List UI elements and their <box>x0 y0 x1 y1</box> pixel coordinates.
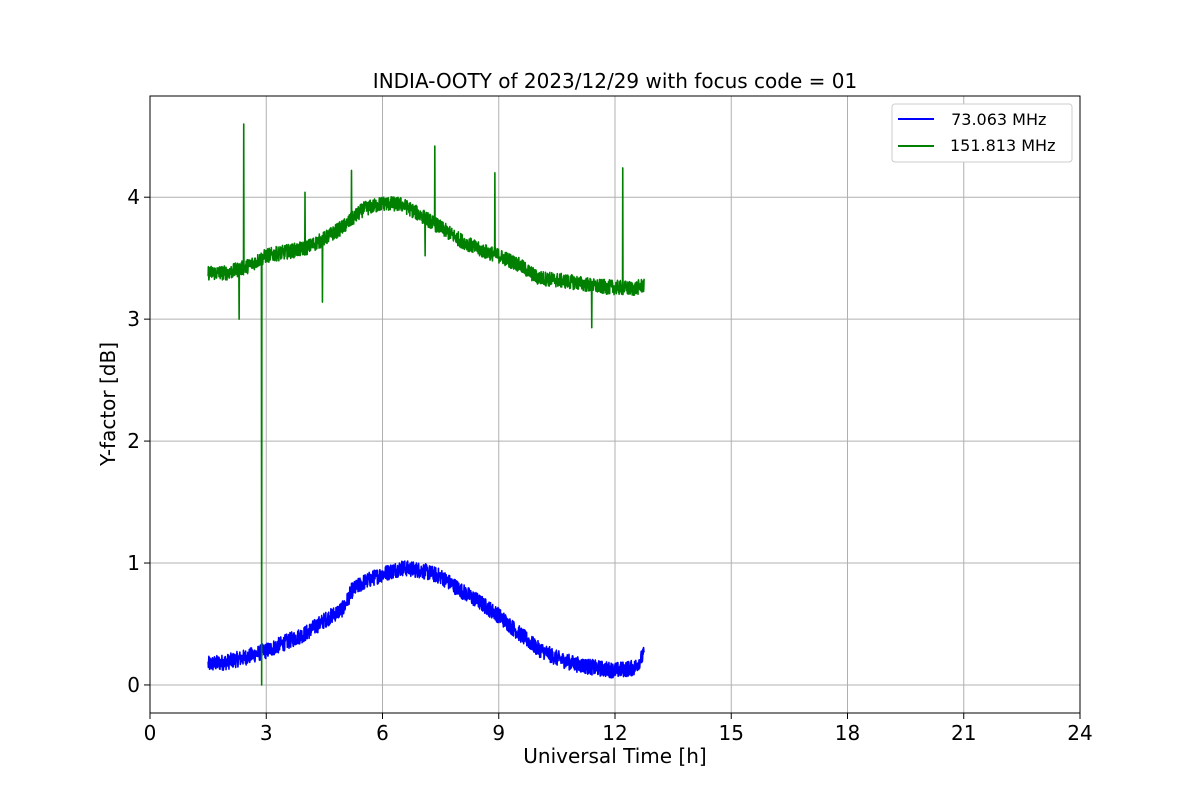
x-tick-label: 3 <box>260 721 273 745</box>
series-line-0 <box>207 560 645 679</box>
series-layer <box>207 123 645 686</box>
series-line-1 <box>207 123 645 686</box>
y-tick-label: 3 <box>127 307 140 331</box>
y-tick-label: 1 <box>127 551 140 575</box>
legend-box <box>891 103 1073 163</box>
legend-label-151mhz: 151.813 MHz <box>950 136 1055 155</box>
x-tick-label: 6 <box>376 721 389 745</box>
legend: 73.063 MHz 151.813 MHz <box>891 103 1073 163</box>
y-tick-label: 2 <box>127 429 140 453</box>
y-tick-label: 4 <box>127 185 140 209</box>
x-tick-label: 15 <box>719 721 744 745</box>
x-tick-label: 12 <box>602 721 627 745</box>
chart-title: INDIA-OOTY of 2023/12/29 with focus code… <box>373 69 857 93</box>
y-axis-label: Y-factor [dB] <box>96 342 120 467</box>
x-tick-label: 24 <box>1067 721 1092 745</box>
x-tick-label: 18 <box>835 721 860 745</box>
legend-label-73mhz: 73.063 MHz <box>946 110 1046 129</box>
x-tick-label: 9 <box>492 721 505 745</box>
y-tick-label: 0 <box>127 673 140 697</box>
x-tick-label: 21 <box>951 721 976 745</box>
x-axis-label: Universal Time [h] <box>523 744 706 768</box>
x-tick-label: 0 <box>144 721 157 745</box>
